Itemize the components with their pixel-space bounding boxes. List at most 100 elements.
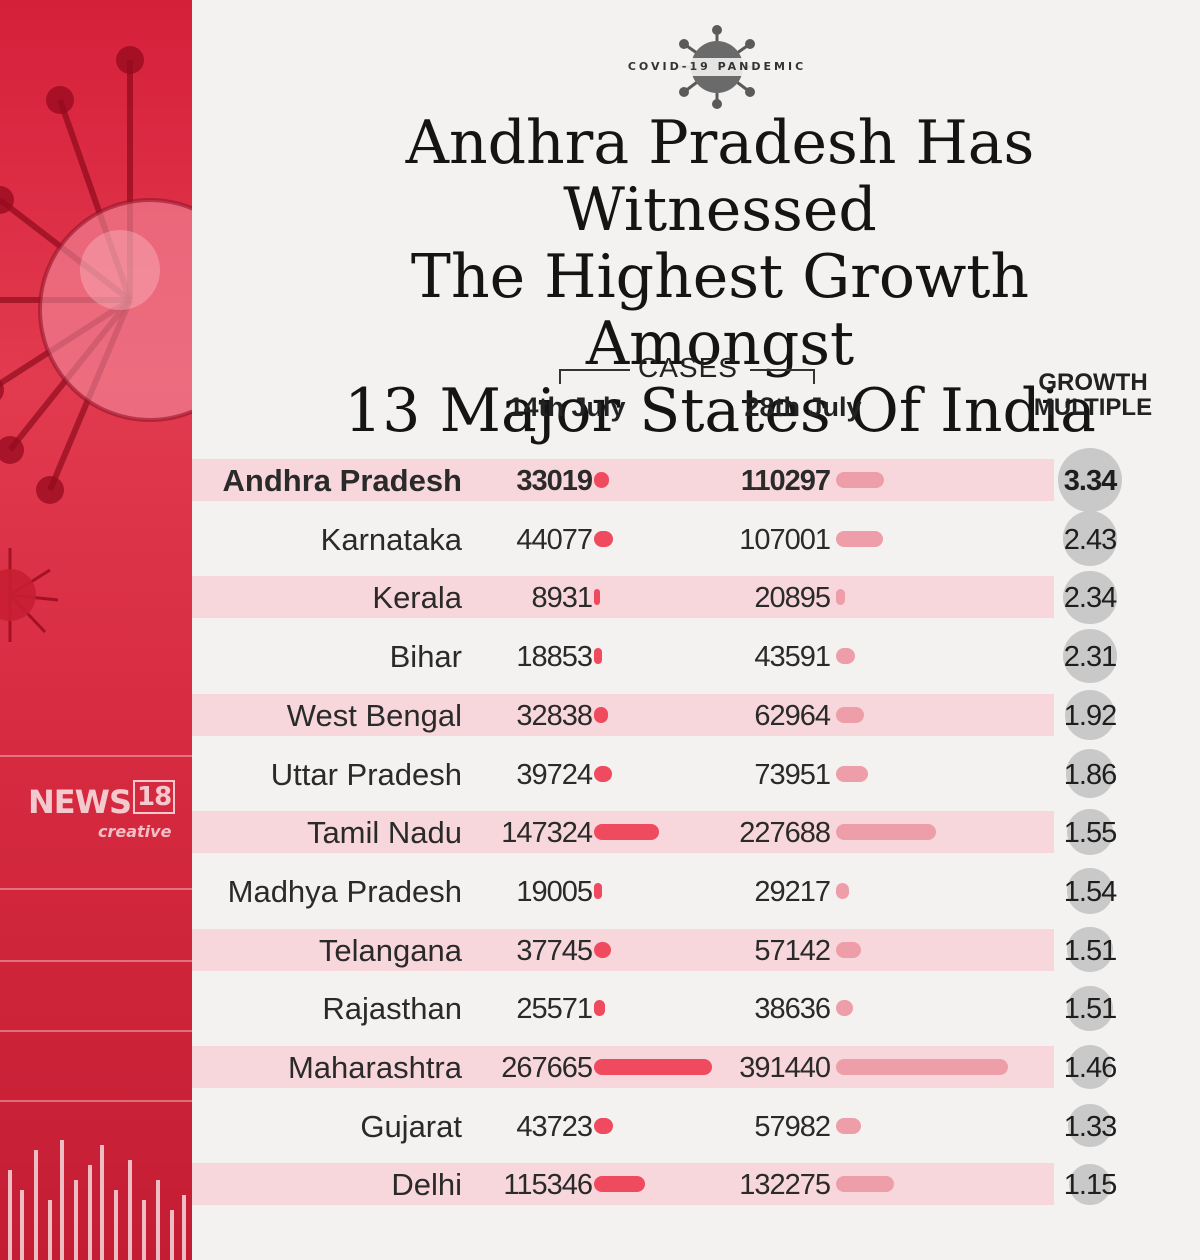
virus-badge-icon (622, 25, 812, 109)
growth-multiple-value: 3.34 (1063, 465, 1117, 497)
growth-multiple-value: 2.34 (1063, 582, 1117, 615)
cases-14th-july: 8931 (531, 582, 593, 615)
cases-14th-july: 43723 (516, 1110, 593, 1143)
cases-28th-july: 62964 (754, 699, 831, 732)
growth-multiple-value: 1.51 (1063, 934, 1117, 967)
bar-28th-july (836, 1117, 862, 1134)
table-row: Andhra Pradesh 33019 110297 3.34 (192, 448, 1200, 512)
growth-circle (1067, 868, 1113, 914)
growth-multiple-value: 1.33 (1063, 1110, 1117, 1143)
state-name: Uttar Pradesh (270, 756, 462, 792)
state-name: West Bengal (286, 697, 462, 733)
cases-bracket-line (559, 369, 815, 384)
cases-28th-july: 43591 (754, 641, 831, 674)
table-row: Delhi 115346 132275 1.15 (192, 1163, 1200, 1206)
growth-circle (1068, 1104, 1112, 1148)
state-name: Telangana (318, 932, 462, 968)
bar-28th-july (836, 765, 869, 782)
state-name: Gujarat (360, 1108, 462, 1144)
cases-28th-july: 110297 (740, 465, 831, 497)
bar-28th-july (836, 1059, 1008, 1075)
bar-14th-july (594, 882, 603, 899)
badge-text: COVID-19 PANDEMIC (627, 60, 807, 73)
cases-14th-july: 115346 (503, 1169, 593, 1202)
growth-multiple-value: 2.31 (1063, 641, 1117, 674)
bar-14th-july (594, 706, 609, 723)
growth-circle (1067, 985, 1113, 1031)
news18-logo: NEWS 18 (28, 780, 176, 821)
column-header-growth-multiple: GROWTH MULTIPLE (1033, 369, 1153, 421)
bar-14th-july (594, 1176, 645, 1193)
growth-multiple-value: 1.92 (1063, 699, 1117, 732)
cases-28th-july: 57142 (754, 934, 831, 967)
growth-circle (1067, 926, 1113, 973)
cases-28th-july: 132275 (739, 1169, 831, 1202)
cases-14th-july: 147324 (501, 817, 593, 850)
state-name: Bihar (389, 639, 462, 675)
bar-28th-july (836, 882, 849, 899)
bar-14th-july (594, 530, 614, 547)
title-line: 13 Major States Of India (344, 376, 1096, 446)
cases-14th-july: 25571 (516, 993, 593, 1026)
growth-circle (1058, 448, 1122, 512)
table-row: Bihar 18853 43591 2.31 (192, 629, 1200, 683)
growth-circle (1069, 1163, 1111, 1206)
growth-circle (1063, 629, 1117, 683)
bar-14th-july (594, 1059, 712, 1075)
growth-circle (1067, 1044, 1113, 1090)
cases-14th-july: 33019 (516, 465, 593, 497)
bar-14th-july (594, 1117, 614, 1134)
cases-14th-july: 18853 (516, 641, 593, 674)
state-name: Kerala (372, 580, 462, 616)
table-row: Kerala 8931 20895 2.34 (192, 570, 1200, 625)
bar-28th-july (836, 1000, 853, 1017)
bar-14th-july (594, 1000, 606, 1017)
state-name: Delhi (391, 1167, 462, 1203)
cases-28th-july: 391440 (739, 1052, 831, 1084)
bar-14th-july (594, 589, 600, 606)
cases-28th-july: 107001 (739, 523, 831, 556)
decorative-sidebar: NEWS 18 creative (0, 0, 192, 1260)
bar-28th-july (836, 589, 846, 606)
cases-14th-july: 32838 (516, 699, 593, 732)
cases-28th-july: 29217 (754, 875, 831, 908)
cases-14th-july: 19005 (516, 875, 593, 908)
decorative-bars-icon (8, 1140, 186, 1260)
state-name: Maharashtra (287, 1050, 462, 1085)
table-row: Tamil Nadu 147324 227688 1.55 (192, 809, 1200, 856)
growth-circle (1065, 690, 1115, 740)
table-row: Maharashtra 267665 391440 1.46 (192, 1044, 1200, 1090)
covid-pandemic-badge: COVID-19 PANDEMIC (622, 22, 812, 112)
cases-14th-july: 37745 (516, 934, 593, 967)
table-row: Gujarat 43723 57982 1.33 (192, 1104, 1200, 1148)
state-name: Karnataka (320, 521, 462, 557)
growth-multiple-value: 1.15 (1063, 1169, 1117, 1202)
table-row: Rajasthan 25571 38636 1.51 (192, 985, 1200, 1031)
table-row: West Bengal 32838 62964 1.92 (192, 690, 1200, 740)
state-name: Andhra Pradesh (222, 463, 462, 498)
bar-28th-july (836, 824, 937, 841)
cases-header: CASES (638, 352, 738, 383)
bar-14th-july (594, 824, 659, 841)
bar-28th-july (836, 706, 864, 723)
bar-14th-july (594, 941, 611, 958)
growth-multiple-value: 2.43 (1063, 523, 1117, 556)
cases-28th-july: 57982 (754, 1110, 831, 1143)
bar-14th-july (594, 648, 603, 665)
state-name: Tamil Nadu (306, 815, 462, 851)
growth-multiple-value: 1.86 (1063, 758, 1117, 791)
growth-circle (1062, 511, 1118, 567)
growth-circle (1065, 749, 1115, 798)
growth-multiple-value: 1.55 (1063, 817, 1117, 850)
cases-28th-july: 20895 (754, 582, 831, 615)
growth-circle (1063, 570, 1117, 625)
table-row: Madhya Pradesh 19005 29217 1.54 (192, 868, 1200, 914)
cases-14th-july: 267665 (501, 1052, 593, 1084)
growth-circle (1067, 809, 1113, 856)
bar-28th-july (836, 472, 885, 488)
cases-14th-july: 44077 (516, 523, 593, 556)
bar-28th-july (836, 1176, 895, 1193)
bar-28th-july (836, 941, 862, 958)
small-virus-icon (0, 548, 59, 642)
growth-multiple-value: 1.46 (1063, 1052, 1117, 1084)
